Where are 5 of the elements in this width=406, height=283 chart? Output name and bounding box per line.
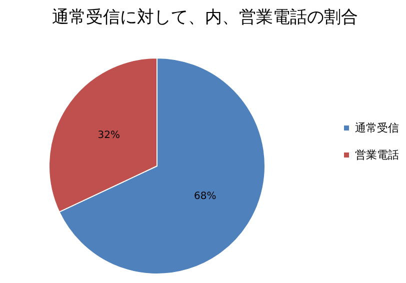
data-label: 68% xyxy=(194,191,216,202)
legend-label: 通常受信 xyxy=(355,122,399,134)
data-label: 32% xyxy=(98,130,120,141)
chart-title: 通常受信に対して、内、営業電話の割合 xyxy=(52,8,358,28)
legend-label: 営業電話 xyxy=(355,148,399,162)
